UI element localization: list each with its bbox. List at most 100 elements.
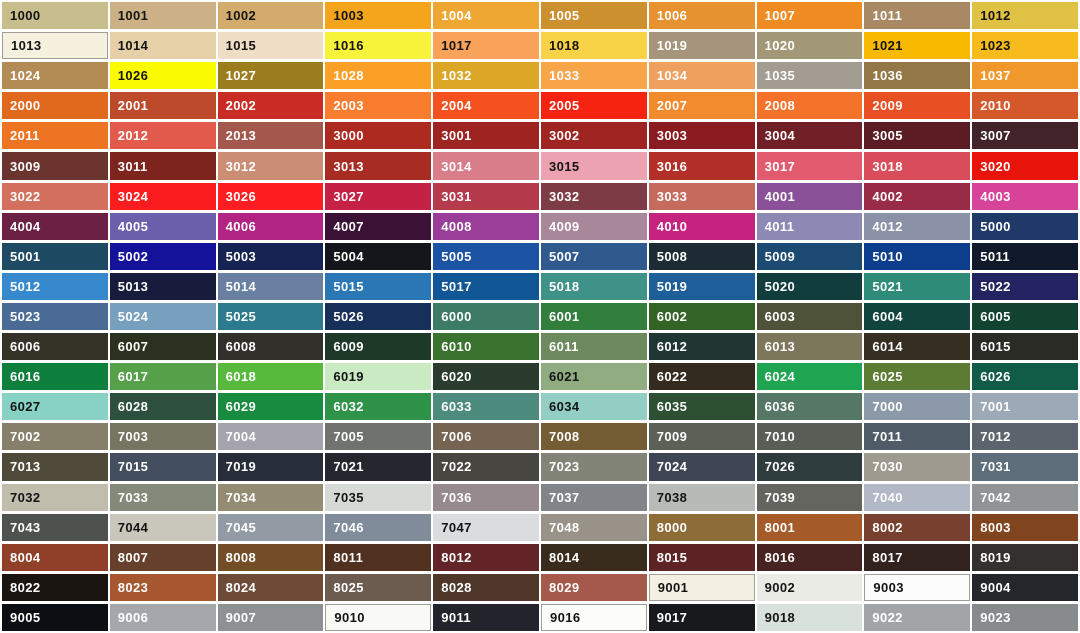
swatch-4008[interactable]: 4008 bbox=[433, 212, 539, 240]
swatch-5019[interactable]: 5019 bbox=[648, 272, 755, 300]
swatch-6019[interactable]: 6019 bbox=[325, 363, 432, 391]
swatch-3026[interactable]: 3026 bbox=[217, 182, 324, 210]
swatch-4007[interactable]: 4007 bbox=[325, 212, 432, 240]
swatch-6008[interactable]: 6008 bbox=[217, 333, 324, 361]
swatch-8011[interactable]: 8011 bbox=[325, 543, 432, 571]
swatch-8029[interactable]: 8029 bbox=[541, 573, 647, 601]
swatch-3016[interactable]: 3016 bbox=[648, 152, 755, 180]
swatch-7045[interactable]: 7045 bbox=[217, 513, 324, 541]
swatch-6002[interactable]: 6002 bbox=[648, 302, 755, 331]
swatch-1023[interactable]: 1023 bbox=[972, 32, 1078, 60]
swatch-9006[interactable]: 9006 bbox=[109, 603, 216, 631]
swatch-1019[interactable]: 1019 bbox=[648, 32, 755, 60]
swatch-3013[interactable]: 3013 bbox=[325, 152, 432, 180]
swatch-5024[interactable]: 5024 bbox=[109, 302, 216, 331]
swatch-1035[interactable]: 1035 bbox=[756, 62, 863, 90]
swatch-2011[interactable]: 2011 bbox=[2, 122, 108, 150]
swatch-7034[interactable]: 7034 bbox=[217, 483, 324, 511]
swatch-7008[interactable]: 7008 bbox=[541, 423, 647, 451]
swatch-8019[interactable]: 8019 bbox=[972, 543, 1078, 571]
swatch-8028[interactable]: 8028 bbox=[433, 573, 539, 601]
swatch-6010[interactable]: 6010 bbox=[433, 333, 539, 361]
swatch-4012[interactable]: 4012 bbox=[864, 212, 971, 240]
swatch-7037[interactable]: 7037 bbox=[541, 483, 647, 511]
swatch-7022[interactable]: 7022 bbox=[433, 453, 539, 481]
swatch-5018[interactable]: 5018 bbox=[541, 272, 647, 300]
swatch-5003[interactable]: 5003 bbox=[217, 242, 324, 270]
swatch-2010[interactable]: 2010 bbox=[972, 92, 1078, 120]
swatch-7021[interactable]: 7021 bbox=[325, 453, 432, 481]
swatch-3031[interactable]: 3031 bbox=[433, 182, 539, 210]
swatch-8001[interactable]: 8001 bbox=[756, 513, 863, 541]
swatch-5005[interactable]: 5005 bbox=[433, 242, 539, 270]
swatch-5007[interactable]: 5007 bbox=[541, 242, 647, 270]
swatch-1018[interactable]: 1018 bbox=[541, 32, 647, 60]
swatch-7039[interactable]: 7039 bbox=[756, 483, 863, 511]
swatch-7048[interactable]: 7048 bbox=[541, 513, 647, 541]
swatch-5014[interactable]: 5014 bbox=[217, 272, 324, 300]
swatch-7032[interactable]: 7032 bbox=[2, 483, 108, 511]
swatch-8025[interactable]: 8025 bbox=[325, 573, 432, 601]
swatch-7002[interactable]: 7002 bbox=[2, 423, 108, 451]
swatch-5009[interactable]: 5009 bbox=[756, 242, 863, 270]
swatch-1021[interactable]: 1021 bbox=[864, 32, 971, 60]
swatch-3020[interactable]: 3020 bbox=[972, 152, 1078, 180]
swatch-8024[interactable]: 8024 bbox=[217, 573, 324, 601]
swatch-8004[interactable]: 8004 bbox=[2, 543, 108, 571]
swatch-6007[interactable]: 6007 bbox=[109, 333, 216, 361]
swatch-8023[interactable]: 8023 bbox=[109, 573, 216, 601]
swatch-7047[interactable]: 7047 bbox=[433, 513, 539, 541]
swatch-7010[interactable]: 7010 bbox=[756, 423, 863, 451]
swatch-7004[interactable]: 7004 bbox=[217, 423, 324, 451]
swatch-9005[interactable]: 9005 bbox=[2, 603, 108, 631]
swatch-6018[interactable]: 6018 bbox=[217, 363, 324, 391]
swatch-2007[interactable]: 2007 bbox=[648, 92, 755, 120]
swatch-8012[interactable]: 8012 bbox=[433, 543, 539, 571]
swatch-3027[interactable]: 3027 bbox=[325, 182, 432, 210]
swatch-6024[interactable]: 6024 bbox=[756, 363, 863, 391]
swatch-1014[interactable]: 1014 bbox=[109, 32, 216, 60]
swatch-5004[interactable]: 5004 bbox=[325, 242, 432, 270]
swatch-8022[interactable]: 8022 bbox=[2, 573, 108, 601]
swatch-2008[interactable]: 2008 bbox=[756, 92, 863, 120]
swatch-6028[interactable]: 6028 bbox=[109, 393, 216, 421]
swatch-6035[interactable]: 6035 bbox=[648, 393, 755, 421]
swatch-1028[interactable]: 1028 bbox=[325, 62, 432, 90]
swatch-1012[interactable]: 1012 bbox=[972, 2, 1078, 30]
swatch-9010[interactable]: 9010 bbox=[325, 603, 432, 631]
swatch-7044[interactable]: 7044 bbox=[109, 513, 216, 541]
swatch-5012[interactable]: 5012 bbox=[2, 272, 108, 300]
swatch-8002[interactable]: 8002 bbox=[864, 513, 971, 541]
swatch-3003[interactable]: 3003 bbox=[648, 122, 755, 150]
swatch-2002[interactable]: 2002 bbox=[217, 92, 324, 120]
swatch-9018[interactable]: 9018 bbox=[756, 603, 863, 631]
swatch-1033[interactable]: 1033 bbox=[541, 62, 647, 90]
swatch-8017[interactable]: 8017 bbox=[864, 543, 971, 571]
swatch-6011[interactable]: 6011 bbox=[541, 333, 647, 361]
swatch-3032[interactable]: 3032 bbox=[541, 182, 647, 210]
swatch-9016[interactable]: 9016 bbox=[541, 603, 647, 631]
swatch-9001[interactable]: 9001 bbox=[648, 573, 755, 601]
swatch-8008[interactable]: 8008 bbox=[217, 543, 324, 571]
swatch-7003[interactable]: 7003 bbox=[109, 423, 216, 451]
swatch-3018[interactable]: 3018 bbox=[864, 152, 971, 180]
swatch-6012[interactable]: 6012 bbox=[648, 333, 755, 361]
swatch-6004[interactable]: 6004 bbox=[864, 302, 971, 331]
swatch-1027[interactable]: 1027 bbox=[217, 62, 324, 90]
swatch-5008[interactable]: 5008 bbox=[648, 242, 755, 270]
swatch-1001[interactable]: 1001 bbox=[109, 2, 216, 30]
swatch-1005[interactable]: 1005 bbox=[541, 2, 647, 30]
swatch-1011[interactable]: 1011 bbox=[864, 2, 971, 30]
swatch-9023[interactable]: 9023 bbox=[972, 603, 1078, 631]
swatch-8000[interactable]: 8000 bbox=[648, 513, 755, 541]
swatch-5000[interactable]: 5000 bbox=[972, 212, 1078, 240]
swatch-6005[interactable]: 6005 bbox=[972, 302, 1078, 331]
swatch-9011[interactable]: 9011 bbox=[433, 603, 539, 631]
swatch-3000[interactable]: 3000 bbox=[325, 122, 432, 150]
swatch-6032[interactable]: 6032 bbox=[325, 393, 432, 421]
swatch-2000[interactable]: 2000 bbox=[2, 92, 108, 120]
swatch-1024[interactable]: 1024 bbox=[2, 62, 108, 90]
swatch-9022[interactable]: 9022 bbox=[864, 603, 971, 631]
swatch-3014[interactable]: 3014 bbox=[433, 152, 539, 180]
swatch-7013[interactable]: 7013 bbox=[2, 453, 108, 481]
